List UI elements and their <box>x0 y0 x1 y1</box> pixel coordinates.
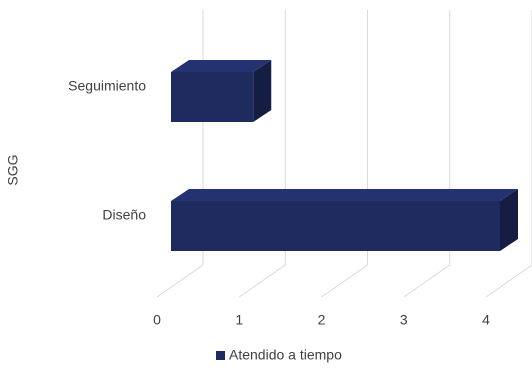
x-tick-label: 1 <box>235 312 243 328</box>
x-tick-label: 3 <box>400 312 408 328</box>
grid-line <box>238 10 286 298</box>
bar-side <box>500 189 518 251</box>
legend-swatch <box>216 351 225 360</box>
grid-line <box>403 10 451 298</box>
grid-line <box>156 10 204 298</box>
legend-label: Atendido a tiempo <box>229 347 342 363</box>
bar-top <box>171 60 272 72</box>
x-tick-label: 2 <box>318 312 326 328</box>
bar <box>171 72 254 122</box>
y-tick-label: Seguimiento <box>68 78 146 94</box>
y-tick-label: Diseño <box>102 207 146 223</box>
bar-top <box>171 189 518 201</box>
grid-line <box>485 10 532 298</box>
x-tick-label: 4 <box>482 312 490 328</box>
bar-side <box>253 60 272 122</box>
y-axis-label: SGG <box>5 154 21 185</box>
grid-line <box>321 10 368 298</box>
x-tick-label: 0 <box>153 312 161 328</box>
bar <box>171 201 500 251</box>
